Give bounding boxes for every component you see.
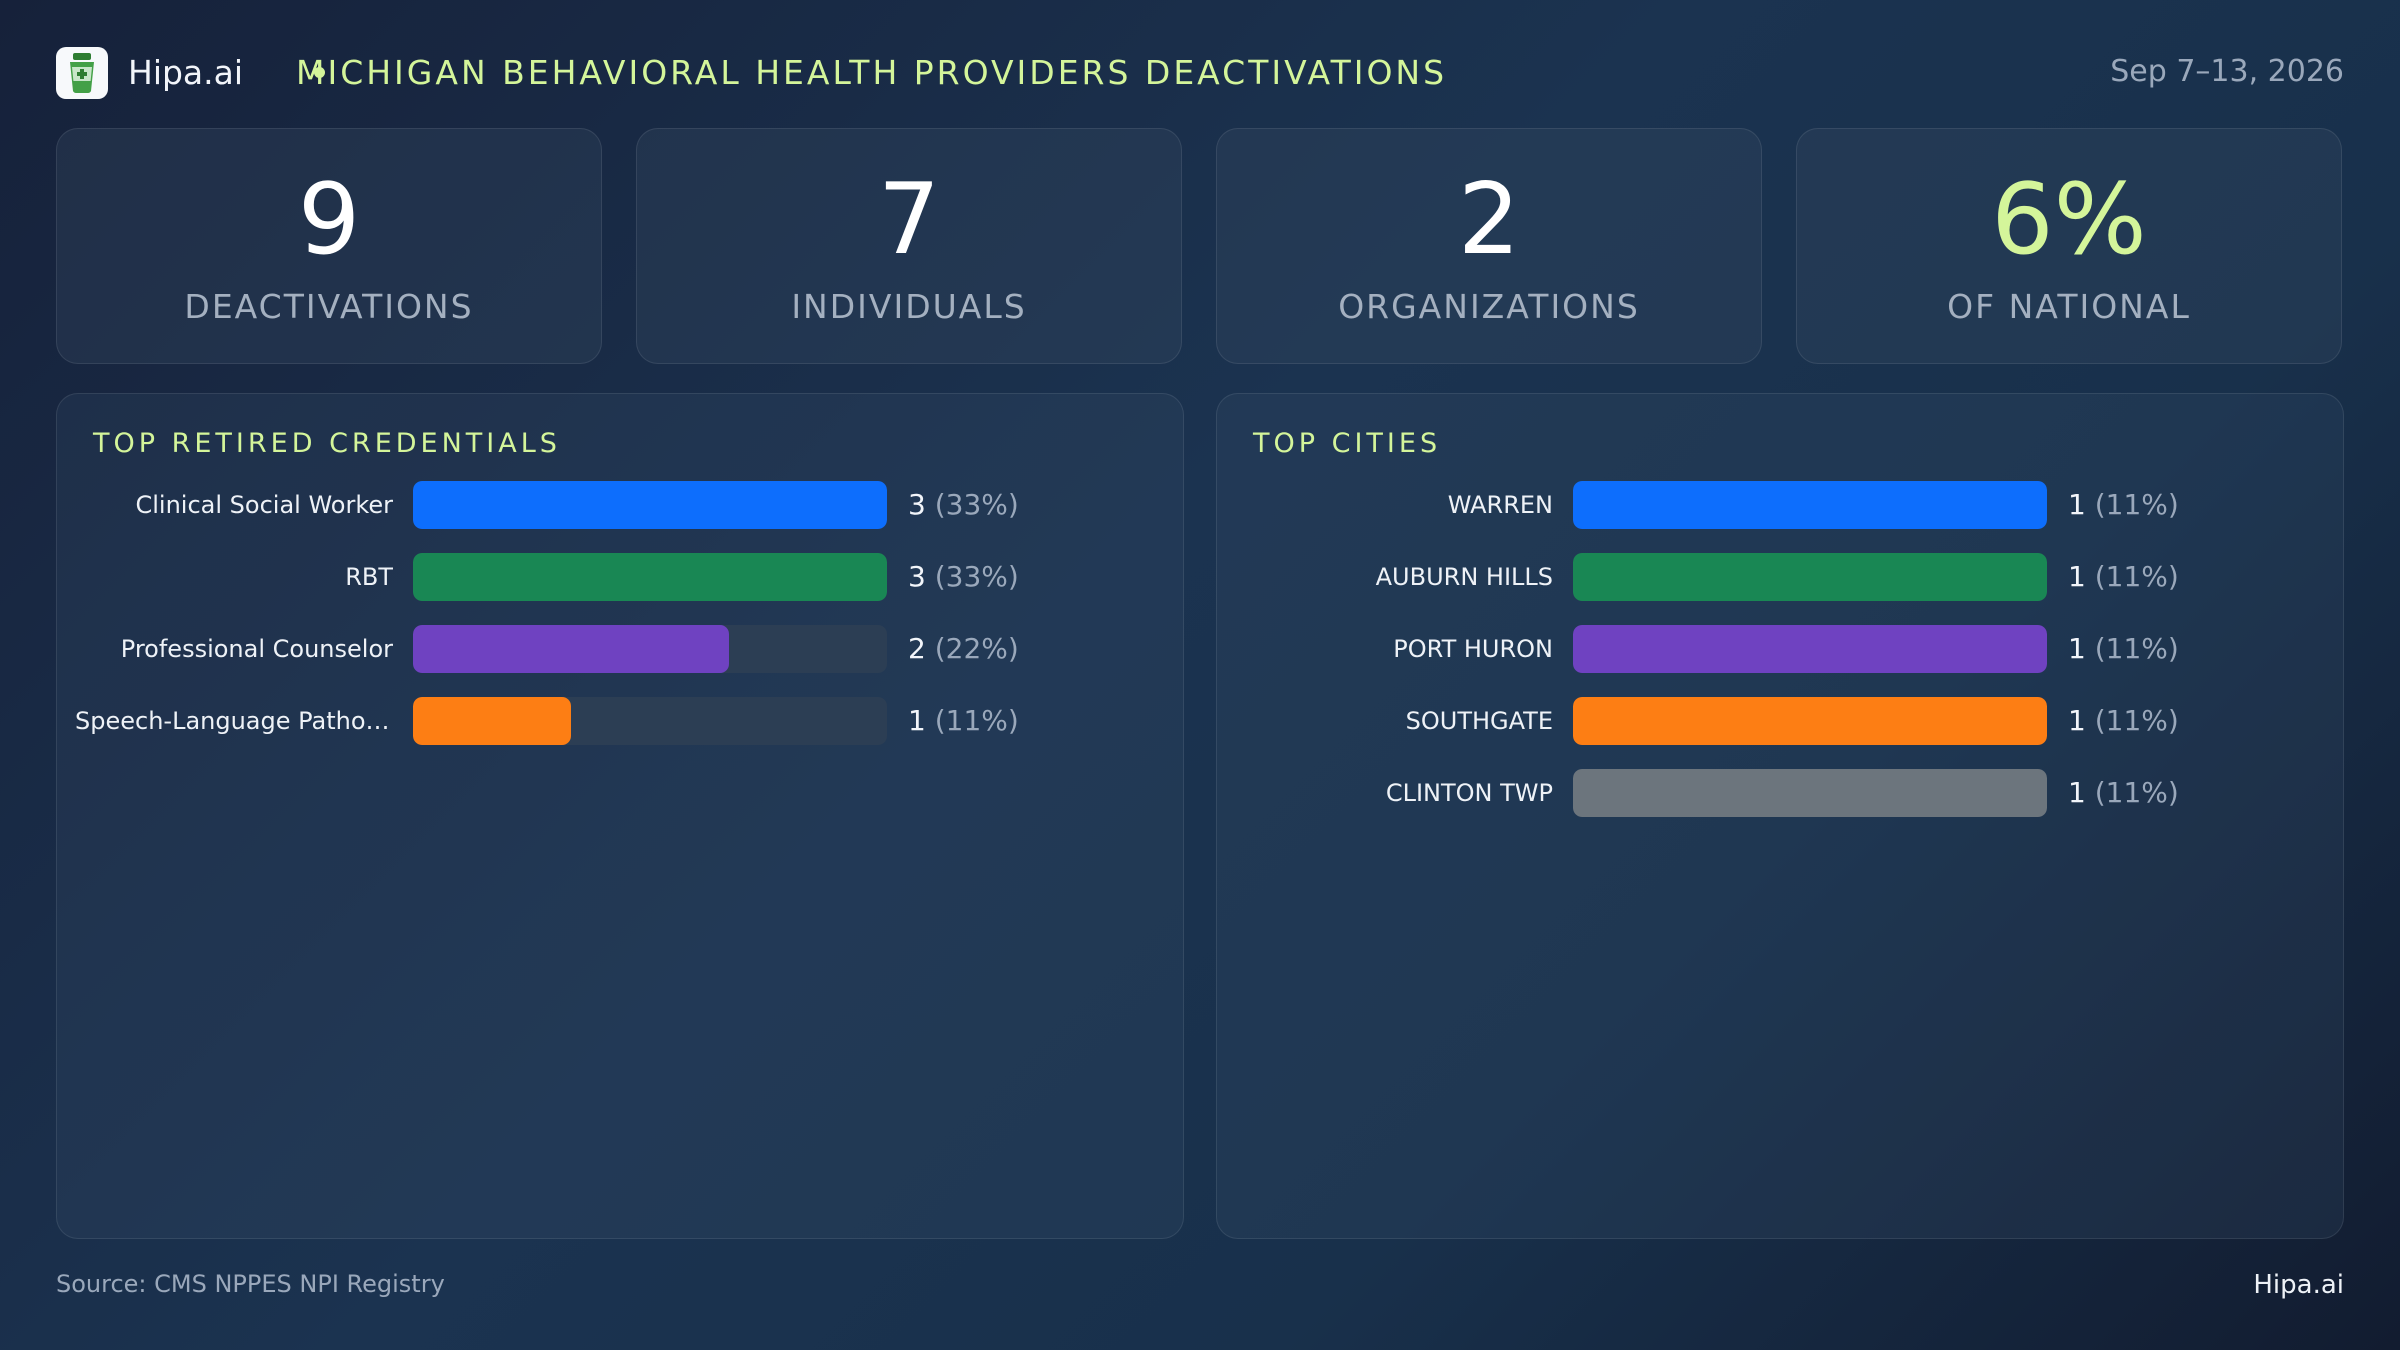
kpi-card-individuals: 7 INDIVIDUALS [636, 128, 1182, 364]
header: Hipa.ai MICHIGAN BEHAVIORAL HEALTH PROVI… [56, 45, 2344, 101]
separator-dot [314, 67, 325, 78]
bar-count: 1 [2068, 560, 2095, 593]
kpi-label: DEACTIVATIONS [184, 287, 474, 326]
bar-value-label: 2 (22%) [908, 632, 1019, 665]
bar-percent: (33%) [934, 488, 1019, 521]
date-range: Sep 7–13, 2026 [2110, 54, 2344, 89]
bar-row: SOUTHGATE 1 (11%) [1217, 697, 2343, 745]
bar-count: 1 [2068, 776, 2095, 809]
bar-percent: (11%) [2094, 632, 2179, 665]
bar-track [413, 553, 887, 601]
bar-track [1573, 553, 2047, 601]
chart-title: TOP CITIES [1253, 428, 1442, 459]
bar-row: Professional Counselor 2 (22%) [57, 625, 1183, 673]
bar-row: WARREN 1 (11%) [1217, 481, 2343, 529]
bar-percent: (11%) [934, 704, 1019, 737]
chart-title: TOP RETIRED CREDENTIALS [93, 428, 561, 459]
bar-category-label: WARREN [1447, 491, 1553, 519]
bar-percent: (11%) [2094, 560, 2179, 593]
bar-value-label: 3 (33%) [908, 560, 1019, 593]
bar-percent: (11%) [2094, 704, 2179, 737]
bar-track [413, 697, 887, 745]
medicine-cup-icon [56, 47, 108, 99]
bar-category-label: PORT HURON [1393, 635, 1553, 663]
kpi-card-deactivations: 9 DEACTIVATIONS [56, 128, 602, 364]
bar-value-label: 1 (11%) [2068, 776, 2179, 809]
bar-row: Clinical Social Worker 3 (33%) [57, 481, 1183, 529]
bar-count: 3 [908, 488, 935, 521]
bar-row: Speech-Language Pathol... 1 (11%) [57, 697, 1183, 745]
page-title: MICHIGAN BEHAVIORAL HEALTH PROVIDERS DEA… [296, 53, 1448, 92]
bar-count: 3 [908, 560, 935, 593]
kpi-card-national-share: 6% OF NATIONAL [1796, 128, 2342, 364]
kpi-card-organizations: 2 ORGANIZATIONS [1216, 128, 1762, 364]
bar-value-label: 3 (33%) [908, 488, 1019, 521]
bar-category-label: CLINTON TWP [1385, 779, 1553, 807]
bar-value-label: 1 (11%) [2068, 632, 2179, 665]
bar-count: 1 [908, 704, 935, 737]
bar [1573, 481, 2047, 529]
bar-row: AUBURN HILLS 1 (11%) [1217, 553, 2343, 601]
bar-category-label: RBT [345, 563, 393, 591]
bar-value-label: 1 (11%) [2068, 704, 2179, 737]
kpi-value: 2 [1457, 163, 1521, 277]
credentials-chart-panel: TOP RETIRED CREDENTIALS Clinical Social … [56, 393, 1184, 1239]
bar-count: 1 [2068, 632, 2095, 665]
bar [413, 553, 887, 601]
bar [413, 481, 887, 529]
bar-track [1573, 769, 2047, 817]
kpi-label: INDIVIDUALS [791, 287, 1027, 326]
kpi-value: 7 [877, 163, 941, 277]
footer-brand: Hipa.ai [2253, 1270, 2344, 1300]
cities-chart-panel: TOP CITIES WARREN 1 (11%) AUBURN HILLS 1 (1… [1216, 393, 2344, 1239]
kpi-value: 9 [297, 163, 361, 277]
bar-track [1573, 697, 2047, 745]
bar-count: 1 [2068, 488, 2095, 521]
bar [1573, 625, 2047, 673]
bar-row: RBT 3 (33%) [57, 553, 1183, 601]
bar [1573, 769, 2047, 817]
bar [1573, 697, 2047, 745]
bar-category-label: SOUTHGATE [1405, 707, 1553, 735]
bar-count: 1 [2068, 704, 2095, 737]
bar [413, 697, 571, 745]
bar-category-label: AUBURN HILLS [1375, 563, 1553, 591]
bar-count: 2 [908, 632, 935, 665]
bar-value-label: 1 (11%) [2068, 488, 2179, 521]
bar [1573, 553, 2047, 601]
bar-track [1573, 625, 2047, 673]
bar-row: CLINTON TWP 1 (11%) [1217, 769, 2343, 817]
bar-percent: (22%) [934, 632, 1019, 665]
source-note: Source: CMS NPPES NPI Registry [56, 1270, 445, 1298]
bar-category-label: Professional Counselor [120, 635, 393, 663]
bar-percent: (11%) [2094, 776, 2179, 809]
bar-value-label: 1 (11%) [2068, 560, 2179, 593]
bar-percent: (33%) [934, 560, 1019, 593]
bar-category-label: Clinical Social Worker [135, 491, 393, 519]
kpi-label: ORGANIZATIONS [1338, 287, 1640, 326]
bar-category-label: Speech-Language Pathol... [75, 707, 393, 735]
kpi-label: OF NATIONAL [1947, 287, 2191, 326]
bar-percent: (11%) [2094, 488, 2179, 521]
bar-track [413, 625, 887, 673]
bar-value-label: 1 (11%) [908, 704, 1019, 737]
brand-name: Hipa.ai [128, 53, 244, 92]
kpi-value: 6% [1991, 163, 2147, 277]
bar-row: PORT HURON 1 (11%) [1217, 625, 2343, 673]
bar [413, 625, 729, 673]
bar-track [1573, 481, 2047, 529]
bar-track [413, 481, 887, 529]
